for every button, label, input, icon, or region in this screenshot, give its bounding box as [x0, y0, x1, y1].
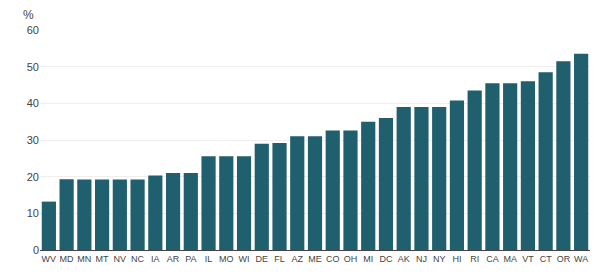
svg-text:ME: ME	[308, 254, 322, 264]
svg-text:FL: FL	[274, 254, 285, 264]
svg-text:0: 0	[33, 244, 39, 256]
svg-text:MI: MI	[363, 254, 373, 264]
svg-text:DC: DC	[379, 254, 392, 264]
svg-text:AK: AK	[398, 254, 410, 264]
svg-text:NY: NY	[433, 254, 446, 264]
svg-text:DE: DE	[256, 254, 269, 264]
svg-text:WV: WV	[42, 254, 57, 264]
svg-text:60: 60	[27, 24, 39, 36]
svg-text:NV: NV	[114, 254, 127, 264]
svg-text:WI: WI	[239, 254, 250, 264]
svg-text:MN: MN	[77, 254, 91, 264]
svg-text:WA: WA	[574, 254, 588, 264]
svg-text:OR: OR	[557, 254, 571, 264]
svg-text:MT: MT	[96, 254, 109, 264]
svg-text:10: 10	[27, 207, 39, 219]
svg-text:PA: PA	[185, 254, 196, 264]
svg-text:CA: CA	[486, 254, 499, 264]
svg-text:NJ: NJ	[416, 254, 427, 264]
svg-text:CT: CT	[540, 254, 552, 264]
svg-text:AR: AR	[167, 254, 180, 264]
svg-text:AZ: AZ	[292, 254, 304, 264]
svg-text:MA: MA	[503, 254, 517, 264]
svg-text:RI: RI	[470, 254, 479, 264]
svg-text:HI: HI	[452, 254, 461, 264]
svg-text:MO: MO	[219, 254, 234, 264]
svg-text:IA: IA	[151, 254, 160, 264]
svg-text:40: 40	[27, 97, 39, 109]
svg-text:MD: MD	[60, 254, 74, 264]
svg-text:30: 30	[27, 134, 39, 146]
svg-text:20: 20	[27, 171, 39, 183]
svg-text:OH: OH	[344, 254, 358, 264]
svg-text:50: 50	[27, 61, 39, 73]
svg-text:CO: CO	[326, 254, 340, 264]
svg-text:%: %	[23, 8, 34, 22]
svg-text:NC: NC	[131, 254, 144, 264]
svg-text:IL: IL	[205, 254, 213, 264]
svg-text:VT: VT	[522, 254, 534, 264]
